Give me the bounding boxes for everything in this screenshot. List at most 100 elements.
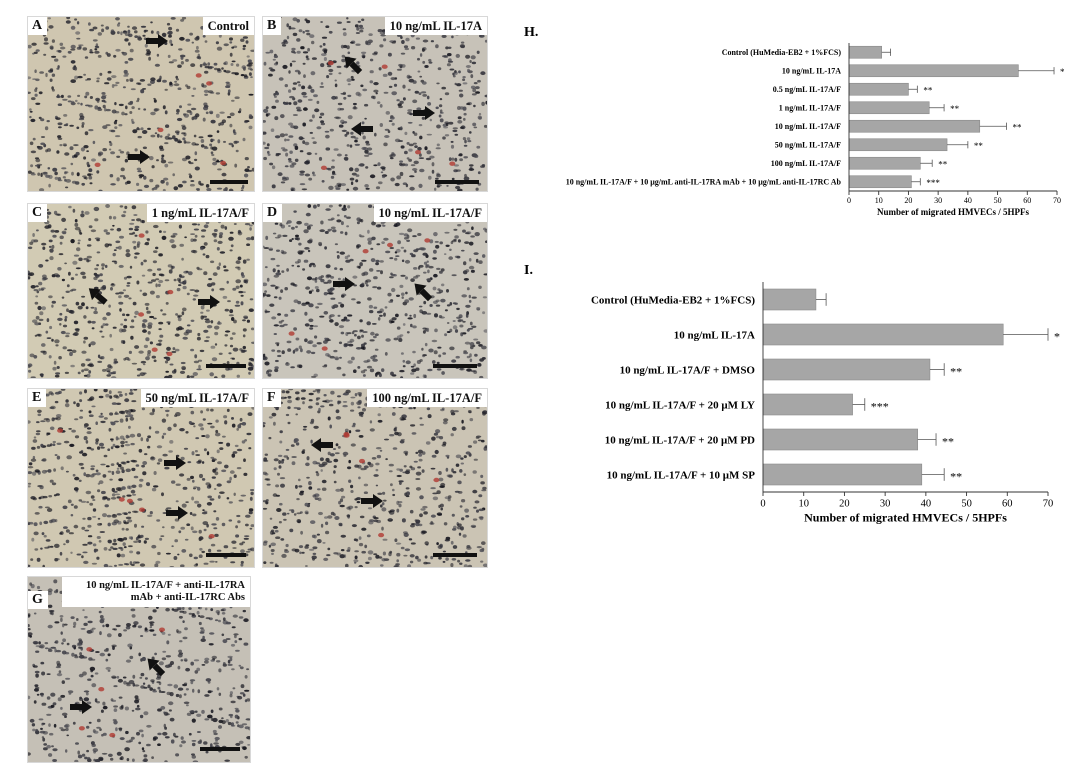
arrow-marker: [128, 150, 150, 164]
category-label: 10 ng/mL IL-17A/F + 20 μM PD: [605, 434, 755, 446]
micrograph-panel-b: B 10 ng/mL IL-17A: [262, 16, 488, 192]
significance-marker: **: [942, 435, 954, 449]
bar: [848, 101, 930, 115]
micrograph-panel-f: F 100 ng/mL IL-17A/F: [262, 388, 488, 568]
bar: [762, 393, 853, 416]
micrograph-image: [28, 204, 254, 378]
panel-title-a: Control: [202, 17, 254, 35]
category-label: 10 ng/mL IL-17A/F + 10 μM SP: [607, 469, 756, 481]
x-tick-label: 60: [1002, 499, 1013, 510]
significance-marker: **: [1012, 123, 1022, 133]
significance-marker: **: [950, 104, 960, 114]
significance-marker: ***: [926, 178, 940, 188]
category-label: 10 ng/mL IL-17A/F: [775, 122, 841, 131]
scale-bar: [433, 553, 477, 557]
x-tick-label: 20: [904, 196, 912, 205]
arrow-marker: [147, 658, 166, 677]
arrow-marker: [414, 283, 433, 302]
arrow-marker: [311, 438, 333, 452]
category-label: Control (HuMedia-EB2 + 1%FCS): [722, 48, 842, 57]
micrograph-image: [28, 389, 254, 567]
bar: [762, 288, 817, 311]
scale-bar: [433, 364, 477, 368]
significance-marker: **: [938, 160, 948, 170]
arrow-marker: [413, 106, 435, 120]
arrow-marker: [198, 295, 220, 309]
significance-marker: **: [974, 141, 984, 151]
micrograph-image: [28, 17, 254, 191]
panel-title-d: 10 ng/mL IL-17A/F: [373, 204, 487, 222]
micrograph-panel-g: G 10 ng/mL IL-17A/F + anti-IL-17RA mAb +…: [27, 576, 251, 763]
arrow-marker: [351, 122, 373, 136]
chart-panel-label: I.: [524, 263, 533, 278]
significance-marker: ***: [871, 400, 889, 414]
x-axis-label: Number of migrated HMVECs / 5HPFs: [877, 207, 1030, 217]
significance-marker: **: [950, 470, 962, 484]
x-tick-label: 70: [1043, 499, 1054, 510]
panel-title-g: 10 ng/mL IL-17A/F + anti-IL-17RA mAb + a…: [62, 577, 250, 607]
significance-marker: *: [1054, 330, 1060, 344]
x-tick-label: 30: [934, 196, 942, 205]
bar: [848, 64, 1019, 78]
scale-bar: [200, 747, 240, 751]
arrow-marker: [344, 56, 363, 75]
panel-label-a: A: [28, 17, 48, 35]
micrograph-panel-a: A Control: [27, 16, 255, 192]
bar: [848, 82, 909, 96]
arrow-marker: [88, 288, 108, 305]
panel-label-e: E: [28, 389, 47, 407]
x-tick-label: 60: [1023, 196, 1031, 205]
x-tick-label: 50: [961, 499, 972, 510]
category-label: 100 ng/mL IL-17A/F: [771, 159, 841, 168]
micrograph-panel-d: D 10 ng/mL IL-17A/F: [262, 203, 488, 379]
category-label: 10 ng/mL IL-17A/F + 10 μg/mL anti-IL-17R…: [566, 178, 842, 187]
chart-panel-label: H.: [524, 25, 538, 40]
bar: [848, 119, 981, 133]
panel-label-b: B: [263, 17, 282, 35]
arrow-marker: [166, 506, 188, 520]
micrograph-panel-e: E 50 ng/mL IL-17A/F: [27, 388, 255, 568]
x-tick-label: 0: [847, 196, 851, 205]
micrograph-image: [28, 577, 250, 762]
bar: [848, 45, 882, 59]
arrow-marker: [70, 700, 92, 714]
x-tick-label: 0: [760, 499, 765, 510]
significance-marker: *: [1060, 67, 1065, 77]
category-label: 10 ng/mL IL-17A: [674, 329, 755, 341]
micrograph-image: [263, 17, 487, 191]
panel-label-f: F: [263, 389, 281, 407]
category-label: 0.5 ng/mL IL-17A/F: [773, 85, 841, 94]
x-tick-label: 20: [839, 499, 850, 510]
category-label: 10 ng/mL IL-17A/F + 20 μM LY: [605, 399, 755, 411]
bar: [762, 463, 923, 486]
significance-marker: **: [923, 86, 933, 96]
category-label: 1 ng/mL IL-17A/F: [779, 104, 841, 113]
category-label: 10 ng/mL IL-17A/F + DMSO: [620, 364, 756, 376]
bar: [848, 156, 921, 170]
x-tick-label: 70: [1053, 196, 1061, 205]
significance-marker: **: [950, 365, 962, 379]
x-tick-label: 40: [921, 499, 932, 510]
category-label: Control (HuMedia-EB2 + 1%FCS): [591, 294, 755, 306]
bar: [762, 358, 931, 381]
x-tick-label: 50: [994, 196, 1002, 205]
bar: [848, 138, 948, 152]
bar: [848, 175, 912, 189]
arrow-marker: [333, 277, 355, 291]
scale-bar: [435, 180, 479, 184]
x-tick-label: 40: [964, 196, 972, 205]
category-label: 50 ng/mL IL-17A/F: [775, 141, 841, 150]
arrow-marker: [361, 494, 383, 508]
micrograph-image: [263, 389, 487, 567]
scale-bar: [206, 553, 246, 557]
panel-label-c: C: [28, 204, 48, 222]
category-label: 10 ng/mL IL-17A: [782, 67, 841, 76]
bar: [762, 323, 1004, 346]
arrow-marker: [146, 34, 168, 48]
micrograph-panel-c: C 1 ng/mL IL-17A/F: [27, 203, 255, 379]
panel-title-e: 50 ng/mL IL-17A/F: [140, 389, 254, 407]
arrow-marker: [164, 456, 186, 470]
bar: [762, 428, 919, 451]
panel-label-g: G: [28, 591, 48, 609]
